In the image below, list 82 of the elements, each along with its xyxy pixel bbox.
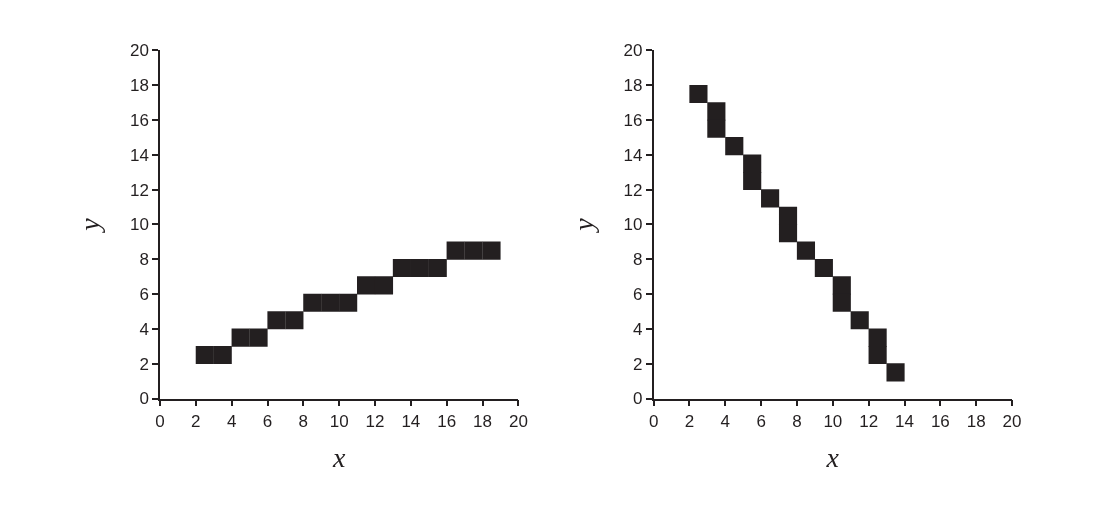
y-tick-label: 0 [633, 389, 643, 409]
point [428, 258, 447, 278]
point [743, 154, 762, 173]
y-tick-label: 16 [129, 111, 149, 131]
x-tick-label: 16 [930, 411, 950, 431]
y-tick-label: 14 [129, 145, 149, 165]
point [267, 311, 286, 330]
y-tick-label: 10 [623, 215, 643, 235]
point [464, 241, 483, 260]
x-tick-label: 20 [508, 411, 528, 431]
y-tick-label: 18 [623, 76, 643, 96]
point [796, 241, 816, 260]
x-tick-label: 0 [648, 411, 659, 431]
y-tick-label: 14 [623, 145, 643, 165]
point [357, 276, 376, 295]
x-tick-label: 16 [437, 411, 457, 431]
point [778, 206, 798, 225]
point [761, 189, 780, 208]
point [778, 224, 798, 243]
x-tick-label: 20 [1002, 411, 1022, 431]
y-tick-label: 8 [139, 250, 149, 270]
x-tick-label: 14 [895, 411, 914, 431]
y-tick-label: 0 [139, 389, 149, 409]
x-tick-label: 10 [329, 411, 349, 431]
y-tick-label: 6 [139, 285, 149, 305]
x-tick-label: 18 [473, 411, 492, 431]
point [868, 328, 887, 347]
y-tick-label: 2 [139, 354, 149, 374]
y-tick-label: 8 [633, 250, 643, 270]
y-axis-title: y [74, 217, 106, 234]
point [446, 241, 465, 260]
x-axis-title: x [825, 442, 840, 474]
y-tick-label: 12 [623, 180, 643, 200]
y-tick-label: 20 [623, 41, 643, 61]
y-tick-label: 18 [129, 76, 149, 96]
point [850, 311, 869, 330]
point [482, 241, 501, 260]
point [410, 258, 429, 278]
x-tick-label: 6 [756, 411, 766, 431]
y-axis-title: y [567, 217, 599, 234]
point [725, 137, 744, 156]
y-tick-label: 12 [129, 180, 149, 200]
x-tick-label: 2 [684, 411, 695, 431]
point [814, 258, 833, 278]
y-tick-label: 2 [633, 354, 643, 374]
x-tick-label: 6 [262, 411, 273, 431]
point [249, 328, 268, 347]
point [743, 171, 762, 191]
x-tick-label: 18 [966, 411, 986, 431]
y-tick-label: 4 [633, 319, 643, 339]
x-tick-label: 0 [155, 411, 165, 431]
x-tick-label: 12 [859, 411, 879, 431]
point [339, 293, 358, 312]
point [832, 276, 851, 295]
point [392, 258, 411, 278]
y-tick-label: 20 [129, 41, 149, 61]
y-tick-label: 4 [139, 319, 149, 339]
x-axis-title: x [331, 442, 346, 474]
y-tick-label: 10 [129, 215, 149, 235]
point [886, 363, 905, 382]
point [707, 119, 726, 138]
point [321, 293, 340, 312]
x-tick-label: 14 [401, 411, 421, 431]
x-tick-label: 4 [226, 411, 237, 431]
y-tick-label: 6 [633, 285, 643, 305]
point [303, 293, 322, 312]
point [374, 276, 394, 295]
y-tick-label: 16 [623, 111, 643, 131]
point [832, 293, 851, 312]
point [213, 345, 232, 365]
point [195, 345, 214, 365]
point [868, 345, 887, 365]
x-tick-label: 10 [823, 411, 843, 431]
x-tick-label: 2 [191, 411, 201, 431]
x-tick-label: 4 [720, 411, 731, 431]
point [285, 311, 304, 330]
x-tick-label: 12 [365, 411, 385, 431]
x-tick-label: 8 [792, 411, 802, 431]
point [231, 328, 250, 347]
point [689, 84, 708, 104]
point [707, 102, 726, 121]
x-tick-label: 8 [298, 411, 309, 431]
